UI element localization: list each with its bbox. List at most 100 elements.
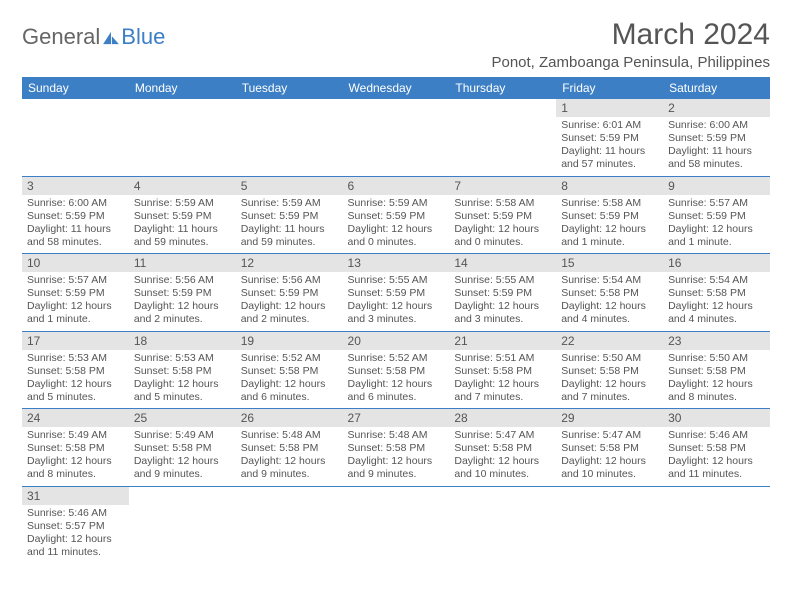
day-number <box>236 99 343 117</box>
day-number: 24 <box>22 409 129 427</box>
day-details: Sunrise: 5:52 AMSunset: 5:58 PMDaylight:… <box>236 350 343 409</box>
calendar-cell: 24Sunrise: 5:49 AMSunset: 5:58 PMDayligh… <box>22 409 129 487</box>
day-details: Sunrise: 5:49 AMSunset: 5:58 PMDaylight:… <box>129 427 236 486</box>
calendar-cell: 2Sunrise: 6:00 AMSunset: 5:59 PMDaylight… <box>663 99 770 176</box>
calendar-cell: 26Sunrise: 5:48 AMSunset: 5:58 PMDayligh… <box>236 409 343 487</box>
day-details: Sunrise: 6:00 AMSunset: 5:59 PMDaylight:… <box>22 195 129 254</box>
day-number: 17 <box>22 332 129 350</box>
day-number: 13 <box>343 254 450 272</box>
day-details: Sunrise: 5:51 AMSunset: 5:58 PMDaylight:… <box>449 350 556 409</box>
calendar-cell: 17Sunrise: 5:53 AMSunset: 5:58 PMDayligh… <box>22 331 129 409</box>
weekday-header: Thursday <box>449 77 556 99</box>
day-details: Sunrise: 5:49 AMSunset: 5:58 PMDaylight:… <box>22 427 129 486</box>
calendar-cell <box>343 486 450 563</box>
day-details: Sunrise: 5:56 AMSunset: 5:59 PMDaylight:… <box>236 272 343 331</box>
calendar-cell: 15Sunrise: 5:54 AMSunset: 5:58 PMDayligh… <box>556 254 663 332</box>
day-number: 14 <box>449 254 556 272</box>
calendar-cell <box>129 486 236 563</box>
day-number: 21 <box>449 332 556 350</box>
day-number: 23 <box>663 332 770 350</box>
calendar-cell: 20Sunrise: 5:52 AMSunset: 5:58 PMDayligh… <box>343 331 450 409</box>
calendar-cell: 11Sunrise: 5:56 AMSunset: 5:59 PMDayligh… <box>129 254 236 332</box>
day-number: 7 <box>449 177 556 195</box>
month-title: March 2024 <box>491 18 770 52</box>
logo-word1: General <box>22 24 100 50</box>
day-details: Sunrise: 5:55 AMSunset: 5:59 PMDaylight:… <box>449 272 556 331</box>
day-details: Sunrise: 5:54 AMSunset: 5:58 PMDaylight:… <box>663 272 770 331</box>
day-details: Sunrise: 5:53 AMSunset: 5:58 PMDaylight:… <box>22 350 129 409</box>
day-details: Sunrise: 5:57 AMSunset: 5:59 PMDaylight:… <box>22 272 129 331</box>
calendar-cell: 30Sunrise: 5:46 AMSunset: 5:58 PMDayligh… <box>663 409 770 487</box>
day-details: Sunrise: 6:01 AMSunset: 5:59 PMDaylight:… <box>556 117 663 176</box>
calendar-cell <box>22 99 129 176</box>
day-details: Sunrise: 5:47 AMSunset: 5:58 PMDaylight:… <box>449 427 556 486</box>
calendar-cell: 16Sunrise: 5:54 AMSunset: 5:58 PMDayligh… <box>663 254 770 332</box>
day-number: 15 <box>556 254 663 272</box>
day-number <box>343 99 450 117</box>
day-number <box>556 487 663 505</box>
calendar-cell: 5Sunrise: 5:59 AMSunset: 5:59 PMDaylight… <box>236 176 343 254</box>
day-number: 27 <box>343 409 450 427</box>
calendar-cell: 9Sunrise: 5:57 AMSunset: 5:59 PMDaylight… <box>663 176 770 254</box>
calendar-head: SundayMondayTuesdayWednesdayThursdayFrid… <box>22 77 770 99</box>
calendar-cell: 12Sunrise: 5:56 AMSunset: 5:59 PMDayligh… <box>236 254 343 332</box>
day-number: 12 <box>236 254 343 272</box>
day-details: Sunrise: 6:00 AMSunset: 5:59 PMDaylight:… <box>663 117 770 176</box>
sail-icon <box>102 31 120 45</box>
day-number <box>449 487 556 505</box>
calendar-cell: 25Sunrise: 5:49 AMSunset: 5:58 PMDayligh… <box>129 409 236 487</box>
day-details: Sunrise: 5:46 AMSunset: 5:58 PMDaylight:… <box>663 427 770 486</box>
calendar-cell: 29Sunrise: 5:47 AMSunset: 5:58 PMDayligh… <box>556 409 663 487</box>
day-details: Sunrise: 5:50 AMSunset: 5:58 PMDaylight:… <box>556 350 663 409</box>
day-number: 30 <box>663 409 770 427</box>
calendar-cell: 8Sunrise: 5:58 AMSunset: 5:59 PMDaylight… <box>556 176 663 254</box>
calendar-cell: 13Sunrise: 5:55 AMSunset: 5:59 PMDayligh… <box>343 254 450 332</box>
header: General Blue March 2024 Ponot, Zamboanga… <box>22 18 770 71</box>
day-number: 6 <box>343 177 450 195</box>
weekday-header: Friday <box>556 77 663 99</box>
day-number <box>663 487 770 505</box>
location: Ponot, Zamboanga Peninsula, Philippines <box>491 54 770 71</box>
day-number: 20 <box>343 332 450 350</box>
logo: General Blue <box>22 24 165 50</box>
day-number: 11 <box>129 254 236 272</box>
day-number: 29 <box>556 409 663 427</box>
calendar-cell <box>663 486 770 563</box>
day-number <box>449 99 556 117</box>
day-details: Sunrise: 5:52 AMSunset: 5:58 PMDaylight:… <box>343 350 450 409</box>
day-details: Sunrise: 5:48 AMSunset: 5:58 PMDaylight:… <box>343 427 450 486</box>
day-number <box>129 487 236 505</box>
day-number: 1 <box>556 99 663 117</box>
calendar-body: 1Sunrise: 6:01 AMSunset: 5:59 PMDaylight… <box>22 99 770 563</box>
day-number: 28 <box>449 409 556 427</box>
day-details: Sunrise: 5:58 AMSunset: 5:59 PMDaylight:… <box>556 195 663 254</box>
calendar-cell: 1Sunrise: 6:01 AMSunset: 5:59 PMDaylight… <box>556 99 663 176</box>
day-number: 25 <box>129 409 236 427</box>
day-number: 4 <box>129 177 236 195</box>
day-number: 18 <box>129 332 236 350</box>
title-block: March 2024 Ponot, Zamboanga Peninsula, P… <box>491 18 770 71</box>
day-details: Sunrise: 5:50 AMSunset: 5:58 PMDaylight:… <box>663 350 770 409</box>
day-details: Sunrise: 5:57 AMSunset: 5:59 PMDaylight:… <box>663 195 770 254</box>
calendar-table: SundayMondayTuesdayWednesdayThursdayFrid… <box>22 77 770 563</box>
day-number: 16 <box>663 254 770 272</box>
calendar-cell <box>343 99 450 176</box>
calendar-cell: 23Sunrise: 5:50 AMSunset: 5:58 PMDayligh… <box>663 331 770 409</box>
day-number <box>22 99 129 117</box>
day-number: 31 <box>22 487 129 505</box>
day-details: Sunrise: 5:47 AMSunset: 5:58 PMDaylight:… <box>556 427 663 486</box>
day-number: 22 <box>556 332 663 350</box>
day-number: 10 <box>22 254 129 272</box>
calendar-cell: 31Sunrise: 5:46 AMSunset: 5:57 PMDayligh… <box>22 486 129 563</box>
day-number: 19 <box>236 332 343 350</box>
calendar-cell: 10Sunrise: 5:57 AMSunset: 5:59 PMDayligh… <box>22 254 129 332</box>
day-details: Sunrise: 5:58 AMSunset: 5:59 PMDaylight:… <box>449 195 556 254</box>
calendar-cell <box>236 486 343 563</box>
day-number: 2 <box>663 99 770 117</box>
weekday-header: Sunday <box>22 77 129 99</box>
calendar-cell: 6Sunrise: 5:59 AMSunset: 5:59 PMDaylight… <box>343 176 450 254</box>
day-number <box>129 99 236 117</box>
day-number: 8 <box>556 177 663 195</box>
weekday-header: Tuesday <box>236 77 343 99</box>
calendar-cell <box>449 486 556 563</box>
